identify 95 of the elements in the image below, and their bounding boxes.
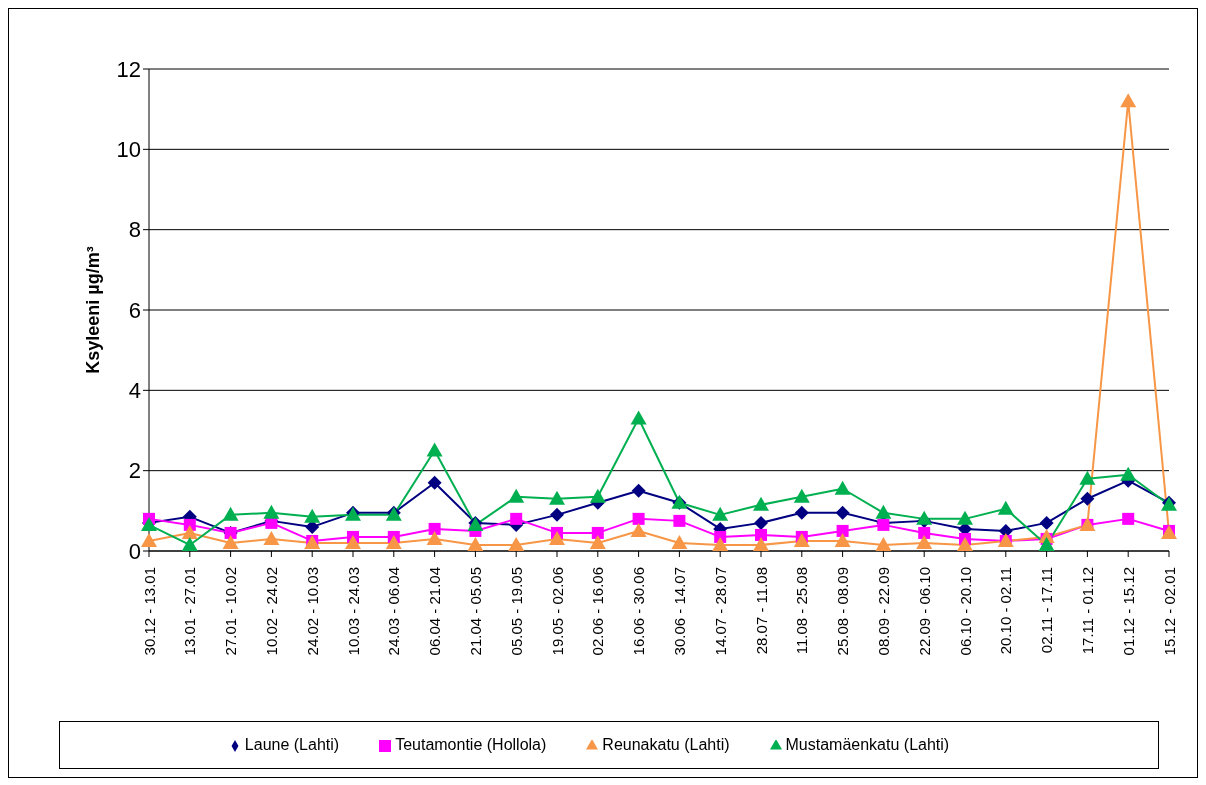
point bbox=[550, 507, 564, 522]
point bbox=[428, 522, 441, 535]
y-tick-label: 6 bbox=[128, 297, 141, 323]
x-tick-label: 28.07 - 11.08 bbox=[752, 567, 770, 655]
y-tick-label: 8 bbox=[128, 217, 141, 243]
legend-label: Teutamontie (Hollola) bbox=[395, 736, 547, 753]
point bbox=[834, 532, 851, 547]
point bbox=[510, 512, 523, 525]
x-tick-label: 19.05 - 02.06 bbox=[548, 567, 566, 656]
point bbox=[673, 514, 686, 527]
point bbox=[426, 442, 443, 457]
point bbox=[875, 536, 892, 551]
x-tick-label: 27.01 - 10.02 bbox=[222, 567, 240, 656]
x-tick-label: 24.02 - 10.03 bbox=[303, 567, 321, 656]
x-tick-label: 15.12 - 02.01 bbox=[1160, 567, 1178, 656]
point bbox=[1038, 536, 1055, 551]
x-tick-label: 30.12 - 13.01 bbox=[140, 567, 158, 656]
x-tick-label: 22.09 - 06.10 bbox=[915, 567, 933, 656]
point bbox=[835, 505, 850, 520]
x-tick-label: 17.11 - 01.12 bbox=[1078, 567, 1096, 655]
y-tick-label: 2 bbox=[128, 458, 141, 484]
x-tick-label: 10.02 - 24.02 bbox=[262, 567, 280, 656]
point bbox=[755, 528, 767, 541]
point bbox=[222, 506, 239, 521]
point bbox=[222, 534, 239, 549]
point bbox=[671, 534, 688, 549]
point bbox=[1080, 491, 1095, 506]
point bbox=[875, 504, 892, 519]
y-tick-label: 0 bbox=[128, 538, 141, 564]
x-tick-label: 20.10 - 02.11 bbox=[997, 567, 1015, 655]
x-tick-label: 05.05 - 19.05 bbox=[507, 567, 525, 656]
point bbox=[549, 530, 565, 545]
point bbox=[630, 522, 647, 537]
x-tick-label: 10.03 - 24.03 bbox=[344, 567, 362, 656]
legend-label: Laune (Lahti) bbox=[244, 736, 340, 753]
y-tick-label: 12 bbox=[116, 56, 141, 82]
x-tick-label: 24.03 - 06.04 bbox=[385, 567, 403, 656]
point bbox=[754, 515, 768, 530]
point bbox=[632, 512, 645, 525]
point bbox=[1122, 512, 1135, 525]
point bbox=[916, 534, 933, 549]
point bbox=[753, 536, 769, 551]
point bbox=[263, 530, 280, 545]
x-tick-label: 13.01 - 27.01 bbox=[181, 567, 199, 656]
point bbox=[631, 483, 646, 498]
x-tick-label: 08.09 - 22.09 bbox=[874, 567, 892, 656]
point bbox=[181, 524, 198, 539]
point bbox=[589, 488, 606, 503]
point bbox=[345, 534, 361, 549]
point bbox=[793, 488, 810, 503]
point bbox=[834, 480, 851, 495]
x-tick-label: 21.04 - 05.05 bbox=[466, 567, 484, 656]
y-tick-label: 10 bbox=[116, 137, 141, 163]
x-tick-label: 02.11 - 17.11 bbox=[1038, 567, 1056, 654]
point bbox=[1039, 515, 1054, 530]
point bbox=[957, 510, 973, 525]
x-tick-label: 25.08 - 08.09 bbox=[834, 567, 852, 656]
point bbox=[508, 536, 525, 551]
point bbox=[591, 526, 604, 539]
legend-label: Mustamäenkatu (Lahti) bbox=[785, 736, 950, 753]
x-tick-label: 30.06 - 14.07 bbox=[670, 567, 688, 656]
point bbox=[712, 536, 729, 551]
point bbox=[957, 536, 973, 551]
point bbox=[794, 505, 809, 520]
y-tick-label: 4 bbox=[128, 378, 141, 404]
point bbox=[836, 524, 849, 537]
point bbox=[304, 508, 321, 523]
x-tick-label: 06.04 - 21.04 bbox=[426, 567, 444, 656]
point bbox=[1120, 93, 1137, 108]
point bbox=[181, 536, 198, 551]
point bbox=[753, 496, 769, 511]
point bbox=[385, 534, 402, 549]
y-axis-title: Ksyleeni µg/m³ bbox=[83, 246, 103, 374]
point bbox=[508, 488, 525, 503]
point bbox=[793, 532, 810, 547]
x-tick-label: 14.07 - 28.07 bbox=[711, 567, 729, 656]
point bbox=[426, 530, 443, 545]
point bbox=[1079, 470, 1096, 485]
point bbox=[997, 500, 1014, 515]
point bbox=[589, 534, 606, 549]
x-tick-label: 02.06 - 16.06 bbox=[589, 567, 607, 656]
x-tick-label: 01.12 - 15.12 bbox=[1119, 567, 1137, 656]
point bbox=[712, 506, 729, 521]
point bbox=[263, 504, 280, 519]
point bbox=[1120, 466, 1137, 481]
point bbox=[467, 536, 484, 551]
point bbox=[630, 410, 647, 425]
x-tick-label: 11.08 - 25.08 bbox=[793, 567, 811, 655]
x-tick-label: 16.06 - 30.06 bbox=[630, 567, 648, 656]
point bbox=[427, 475, 442, 490]
point bbox=[549, 490, 565, 505]
legend-label: Reunakatu (Lahti) bbox=[602, 736, 730, 753]
x-tick-label: 06.10 - 20.10 bbox=[956, 567, 974, 656]
point bbox=[918, 526, 931, 539]
point bbox=[141, 532, 157, 547]
